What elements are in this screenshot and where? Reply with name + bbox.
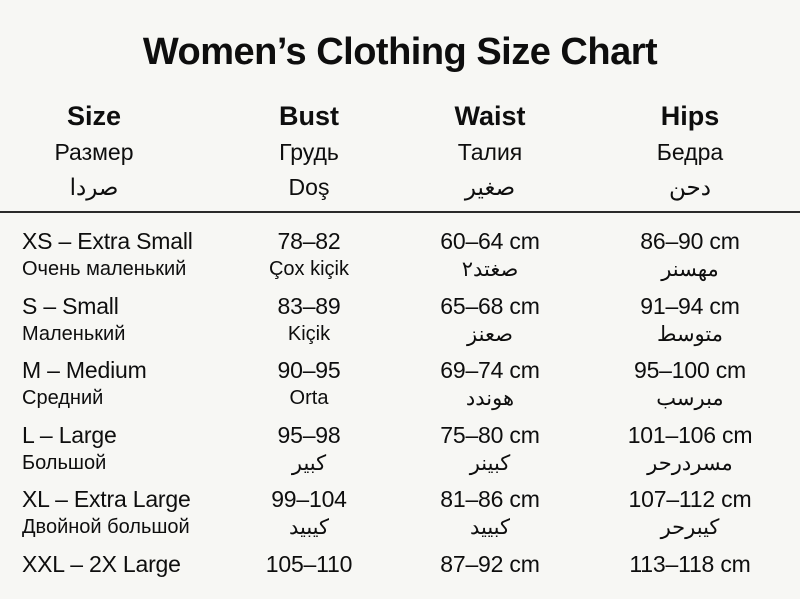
waist-cell: 65–68 cm صعنز xyxy=(400,291,580,356)
hips-translation: مبرسب xyxy=(656,387,724,411)
table-body: XS – Extra Small Очень маленький 78–82 Ç… xyxy=(0,213,800,599)
hips-value: 86–90 cm xyxy=(640,228,740,254)
col-header-hips-third: دحن xyxy=(669,174,711,200)
col-header-size-third: صردا xyxy=(69,174,119,200)
waist-translation: كبينر xyxy=(469,451,511,475)
col-header-waist: Waist Талия صغير xyxy=(400,98,580,205)
table-row-s: S – Small Маленький 83–89 Kiçik 65–68 cm… xyxy=(0,291,800,356)
col-header-size: Size Размер صردا xyxy=(0,98,218,205)
size-value: XS – Extra Small xyxy=(22,228,193,254)
hips-value: 101–106 cm xyxy=(627,421,753,448)
bust-translation: Çox kiçik xyxy=(268,258,349,280)
hips-value: 95–100 cm xyxy=(634,357,746,384)
bust-translation: Orta xyxy=(289,387,329,410)
hips-cell: 91–94 cm متوسط xyxy=(580,291,800,356)
waist-cell: 87–92 cm xyxy=(400,549,580,599)
waist-cell: 81–86 cm كبييد xyxy=(400,484,580,549)
size-translation: Большой xyxy=(22,451,107,474)
table-row-m: M – Medium Средний 90–95 Orta 69–74 cm ه… xyxy=(0,355,800,420)
bust-value: 78–82 xyxy=(277,228,341,254)
col-header-hips-en: Hips xyxy=(660,101,720,131)
col-header-waist-third: صغير xyxy=(464,174,516,200)
hips-cell: 95–100 cm مبرسب xyxy=(580,355,800,420)
size-value: L – Large xyxy=(22,421,117,448)
waist-translation: كبييد xyxy=(469,516,511,540)
hips-cell: 113–118 cm xyxy=(580,549,800,599)
col-header-bust-ru: Грудь xyxy=(279,139,339,165)
hips-translation: كيبرحر xyxy=(660,516,720,540)
waist-value: 75–80 cm xyxy=(440,421,540,448)
size-value: XXL – 2X Large xyxy=(22,550,181,577)
col-header-size-ru: Размер xyxy=(54,139,134,165)
bust-value: 90–95 xyxy=(277,357,341,384)
size-cell: XL – Extra Large Двойной большой xyxy=(0,484,218,549)
table-row-l: L – Large Большой 95–98 كبير 75–80 cm كب… xyxy=(0,420,800,485)
size-value: M – Medium xyxy=(22,357,147,384)
size-cell: S – Small Маленький xyxy=(0,291,218,356)
hips-value: 91–94 cm xyxy=(640,292,740,319)
waist-value: 69–74 cm xyxy=(440,357,540,384)
bust-translation: كيبيد xyxy=(288,516,330,540)
bust-cell: 90–95 Orta xyxy=(218,355,400,420)
size-cell: XS – Extra Small Очень маленький xyxy=(0,226,218,291)
table-row-xl: XL – Extra Large Двойной большой 99–104 … xyxy=(0,484,800,549)
bust-value: 95–98 xyxy=(277,421,341,448)
size-cell: L – Large Большой xyxy=(0,420,218,485)
bust-cell: 78–82 Çox kiçik xyxy=(218,226,400,291)
header-divider-line xyxy=(0,211,800,213)
bust-translation: كبير xyxy=(291,451,327,475)
size-translation: Маленький xyxy=(22,322,126,345)
hips-cell: 86–90 cm مهسنر xyxy=(580,226,800,291)
hips-translation: متوسط xyxy=(657,322,723,346)
col-header-size-en: Size xyxy=(66,101,122,131)
bust-value: 99–104 xyxy=(271,486,347,513)
waist-cell: 60–64 cm صغتد٢ xyxy=(400,226,580,291)
bust-cell: 105–110 xyxy=(218,549,400,599)
bust-cell: 99–104 كيبيد xyxy=(218,484,400,549)
size-value: XL – Extra Large xyxy=(22,486,191,513)
waist-translation: هوندد xyxy=(465,387,515,411)
col-header-bust-en: Bust xyxy=(279,101,339,131)
size-translation: Очень маленький xyxy=(22,258,187,280)
col-header-waist-ru: Талия xyxy=(457,139,523,165)
waist-value: 65–68 cm xyxy=(440,292,540,319)
size-cell: M – Medium Средний xyxy=(0,355,218,420)
size-value: S – Small xyxy=(22,292,119,319)
waist-cell: 69–74 cm هوندد xyxy=(400,355,580,420)
hips-value: 113–118 cm xyxy=(629,550,751,577)
waist-value: 60–64 cm xyxy=(440,228,540,254)
size-translation: Средний xyxy=(22,387,104,410)
bust-translation: Kiçik xyxy=(287,322,331,345)
waist-translation: صغتد٢ xyxy=(461,258,519,281)
waist-cell: 75–80 cm كبينر xyxy=(400,420,580,485)
col-header-bust: Bust Грудь Doş xyxy=(218,98,400,205)
waist-value: 81–86 cm xyxy=(440,486,540,513)
col-header-hips-ru: Бедра xyxy=(656,139,724,165)
col-header-bust-third: Doş xyxy=(288,174,330,200)
size-cell: XXL – 2X Large xyxy=(0,549,218,599)
size-translation: Двойной большой xyxy=(22,516,190,539)
waist-value: 87–92 cm xyxy=(440,550,540,577)
table-header: Size Размер صردا Bust Грудь Doş Waist Та… xyxy=(0,98,800,205)
hips-value: 107–112 cm xyxy=(628,486,752,513)
hips-cell: 101–106 cm مسردرحر xyxy=(580,420,800,485)
hips-cell: 107–112 cm كيبرحر xyxy=(580,484,800,549)
bust-value: 83–89 xyxy=(277,292,341,319)
col-header-waist-en: Waist xyxy=(454,101,526,131)
bust-cell: 95–98 كبير xyxy=(218,420,400,485)
col-header-hips: Hips Бедра دحن xyxy=(580,98,800,205)
table-row-xs: XS – Extra Small Очень маленький 78–82 Ç… xyxy=(0,226,800,291)
waist-translation: صعنز xyxy=(467,322,513,346)
page-title: Women’s Clothing Size Chart xyxy=(142,31,658,73)
hips-translation: مهسنر xyxy=(661,258,719,281)
hips-translation: مسردرحر xyxy=(647,451,733,475)
table-row-xxl: XXL – 2X Large 105–110 87–92 cm 113–118 … xyxy=(0,549,800,599)
bust-cell: 83–89 Kiçik xyxy=(218,291,400,356)
bust-value: 105–110 xyxy=(265,550,353,577)
